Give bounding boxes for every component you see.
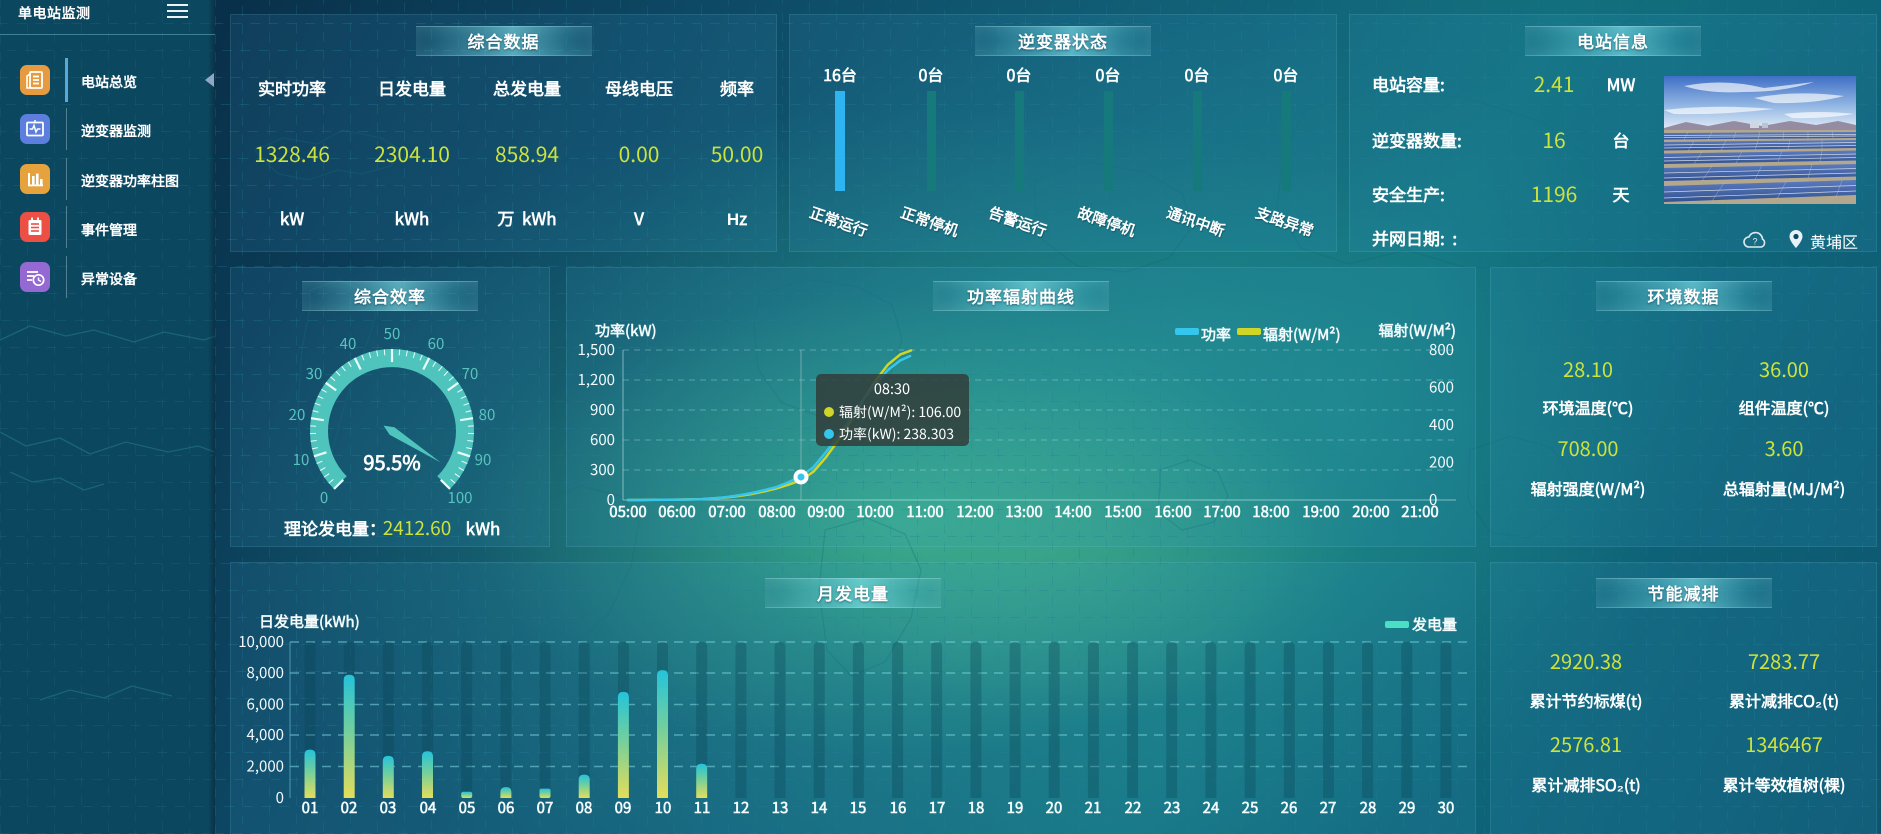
- svg-text:11: 11: [694, 797, 711, 818]
- svg-text:22: 22: [1125, 797, 1142, 818]
- svg-text:功率(kW): 238.303: 功率(kW): 238.303: [839, 424, 954, 444]
- svg-text:80: 80: [479, 404, 496, 425]
- svg-text:18:00: 18:00: [1252, 501, 1289, 522]
- svg-text:12:00: 12:00: [956, 501, 993, 522]
- svg-text:21: 21: [1085, 797, 1102, 818]
- svg-text:09: 09: [615, 797, 632, 818]
- svg-text:1,200: 1,200: [578, 369, 615, 390]
- svg-text:06:00: 06:00: [658, 501, 695, 522]
- svg-text:12: 12: [733, 797, 750, 818]
- svg-text:07:00: 07:00: [708, 501, 745, 522]
- svg-text:1,500: 1,500: [578, 339, 615, 360]
- svg-text:16:00: 16:00: [1154, 501, 1191, 522]
- svg-text:13: 13: [772, 797, 789, 818]
- svg-text:08:30: 08:30: [874, 378, 910, 399]
- svg-text:13:00: 13:00: [1005, 501, 1042, 522]
- svg-text:300: 300: [590, 459, 615, 480]
- svg-text:2,000: 2,000: [247, 756, 284, 777]
- svg-text:14:00: 14:00: [1054, 501, 1091, 522]
- svg-text:?: ?: [1752, 235, 1757, 248]
- svg-text:0: 0: [320, 487, 328, 508]
- svg-text:70: 70: [462, 363, 479, 384]
- svg-text:0: 0: [1429, 489, 1437, 510]
- svg-text:17:00: 17:00: [1203, 501, 1240, 522]
- svg-text:19:00: 19:00: [1302, 501, 1339, 522]
- svg-text:0: 0: [607, 489, 615, 510]
- svg-text:100: 100: [448, 487, 473, 508]
- svg-text:6,000: 6,000: [247, 694, 284, 715]
- svg-text:30: 30: [306, 363, 323, 384]
- svg-text:20: 20: [289, 404, 306, 425]
- svg-text:10,000: 10,000: [238, 631, 284, 652]
- svg-text:50: 50: [384, 323, 401, 344]
- svg-text:08:00: 08:00: [758, 501, 795, 522]
- svg-text:辐射(W/M²): 辐射(W/M²): [1378, 320, 1456, 341]
- svg-text:10: 10: [655, 797, 672, 818]
- svg-text:28: 28: [1360, 797, 1377, 818]
- svg-text:05: 05: [459, 797, 476, 818]
- svg-text:24: 24: [1203, 797, 1220, 818]
- svg-text:发电量: 发电量: [1411, 614, 1457, 635]
- svg-text:29: 29: [1399, 797, 1416, 818]
- svg-text:200: 200: [1429, 452, 1454, 473]
- svg-text:15: 15: [850, 797, 867, 818]
- svg-text:0: 0: [276, 787, 284, 808]
- svg-text:4,000: 4,000: [247, 724, 284, 745]
- svg-text:60: 60: [428, 333, 445, 354]
- svg-text:辐射(W/M²): 106.00: 辐射(W/M²): 106.00: [839, 402, 961, 422]
- svg-text:14: 14: [811, 797, 828, 818]
- svg-text:06: 06: [498, 797, 515, 818]
- svg-text:600: 600: [590, 429, 615, 450]
- svg-text:90: 90: [475, 449, 492, 470]
- svg-text:8,000: 8,000: [247, 662, 284, 683]
- svg-text:17: 17: [929, 797, 946, 818]
- svg-text:10: 10: [293, 449, 310, 470]
- svg-text:21:00: 21:00: [1401, 501, 1438, 522]
- svg-text:功率(kW): 功率(kW): [595, 320, 657, 341]
- svg-text:27: 27: [1320, 797, 1337, 818]
- svg-text:800: 800: [1429, 339, 1454, 360]
- svg-text:08: 08: [576, 797, 593, 818]
- svg-text:15:00: 15:00: [1104, 501, 1141, 522]
- svg-text:20: 20: [1046, 797, 1063, 818]
- svg-text:900: 900: [590, 399, 615, 420]
- svg-text:日发电量(kWh): 日发电量(kWh): [259, 611, 360, 632]
- svg-text:10:00: 10:00: [856, 501, 893, 522]
- svg-text:03: 03: [380, 797, 397, 818]
- svg-text:11:00: 11:00: [906, 501, 943, 522]
- svg-text:95.5%: 95.5%: [363, 447, 421, 476]
- svg-text:04: 04: [420, 797, 437, 818]
- svg-text:辐射(W/M²): 辐射(W/M²): [1263, 324, 1341, 345]
- svg-text:400: 400: [1429, 414, 1454, 435]
- svg-text:05:00: 05:00: [609, 501, 646, 522]
- svg-text:26: 26: [1281, 797, 1298, 818]
- svg-text:19: 19: [1007, 797, 1024, 818]
- svg-text:18: 18: [968, 797, 985, 818]
- svg-text:01: 01: [302, 797, 319, 818]
- svg-text:功率: 功率: [1201, 324, 1231, 345]
- svg-text:09:00: 09:00: [807, 501, 844, 522]
- svg-text:25: 25: [1242, 797, 1259, 818]
- svg-text:07: 07: [537, 797, 554, 818]
- svg-text:16: 16: [890, 797, 907, 818]
- svg-text:600: 600: [1429, 377, 1454, 398]
- svg-text:30: 30: [1438, 797, 1455, 818]
- svg-text:02: 02: [341, 797, 358, 818]
- svg-text:23: 23: [1164, 797, 1181, 818]
- svg-text:20:00: 20:00: [1352, 501, 1389, 522]
- svg-text:40: 40: [340, 333, 357, 354]
